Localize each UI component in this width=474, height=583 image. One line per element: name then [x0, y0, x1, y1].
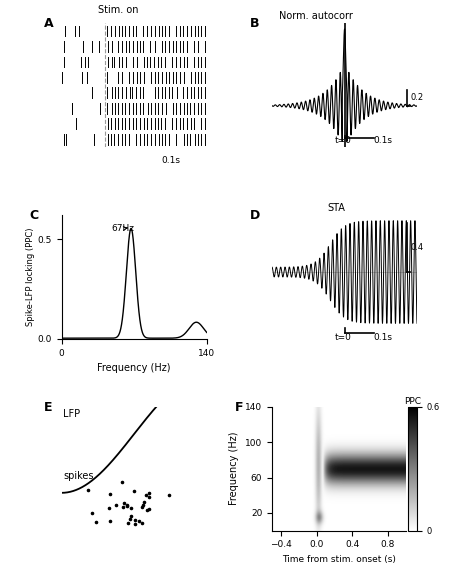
X-axis label: Frequency (Hz): Frequency (Hz) [98, 363, 171, 373]
Y-axis label: Spike-LFP locking (PPC): Spike-LFP locking (PPC) [26, 228, 35, 326]
Text: A: A [44, 17, 54, 30]
Text: Stim. on: Stim. on [98, 5, 138, 15]
Point [126, 514, 134, 524]
Point [107, 517, 114, 526]
Point [88, 508, 95, 518]
Point [140, 497, 148, 507]
Point [127, 503, 135, 512]
Text: 0.2: 0.2 [411, 93, 424, 103]
Point [138, 519, 146, 528]
Text: 0.1s: 0.1s [374, 333, 392, 342]
Text: Norm. autocorr: Norm. autocorr [279, 11, 353, 21]
Point [84, 486, 92, 495]
Point [120, 498, 128, 508]
Point [144, 505, 151, 515]
Point [146, 492, 153, 501]
Y-axis label: Frequency (Hz): Frequency (Hz) [229, 432, 239, 505]
Point [145, 488, 152, 497]
Text: F: F [235, 401, 243, 413]
X-axis label: Time from stim. onset (s): Time from stim. onset (s) [282, 555, 396, 564]
Point [131, 486, 138, 496]
Point [124, 519, 131, 528]
Point [131, 516, 138, 525]
Text: 67Hz: 67Hz [111, 224, 134, 233]
Text: B: B [250, 17, 260, 30]
Text: D: D [250, 209, 261, 222]
Point [136, 517, 143, 526]
Point [145, 505, 153, 514]
Text: E: E [44, 401, 53, 413]
Point [119, 503, 127, 512]
Point [112, 500, 119, 510]
Point [139, 501, 147, 510]
Point [107, 490, 114, 499]
Text: 0.1s: 0.1s [374, 136, 392, 145]
Text: t=0: t=0 [335, 136, 352, 145]
Point [165, 490, 173, 500]
Title: PPC: PPC [404, 397, 421, 406]
Point [123, 501, 130, 510]
Point [142, 490, 150, 500]
Point [124, 501, 131, 511]
Text: LFP: LFP [63, 409, 80, 419]
Point [92, 518, 100, 527]
Text: 0.4: 0.4 [411, 243, 424, 252]
Text: t=0: t=0 [335, 333, 352, 342]
Text: spikes: spikes [63, 471, 93, 481]
Text: STA: STA [327, 203, 345, 213]
Text: C: C [30, 209, 39, 222]
Point [105, 504, 112, 513]
Text: 0.1s: 0.1s [161, 156, 180, 165]
Point [131, 519, 138, 528]
Point [138, 503, 146, 512]
Point [127, 511, 135, 521]
Point [118, 477, 126, 487]
